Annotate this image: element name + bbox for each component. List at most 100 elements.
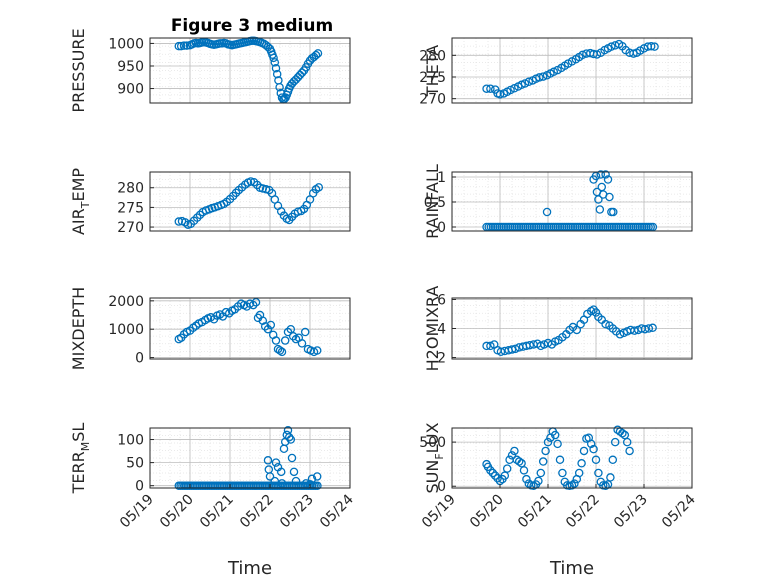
y-tick-label: 280	[117, 181, 144, 197]
y-tick-label: 270	[419, 92, 446, 108]
data-point	[486, 84, 495, 93]
data-point	[289, 467, 299, 477]
axes-box	[149, 297, 351, 360]
y-axis-label: AIRTEMP	[69, 168, 92, 235]
data-point	[260, 322, 270, 331]
data-point	[486, 466, 495, 475]
data-point	[307, 474, 317, 484]
data-point	[550, 430, 560, 440]
y-tick-label: 500	[419, 435, 446, 451]
data-point	[490, 471, 500, 480]
data-point	[179, 41, 189, 50]
data-point	[297, 339, 307, 348]
y-axis-label: THETA	[423, 45, 442, 97]
x-tick-label: 05/24	[317, 491, 357, 531]
y-axis-label: H2OMIXRA	[423, 286, 442, 372]
data-point	[558, 468, 567, 478]
axes-box	[149, 427, 351, 489]
data-point	[502, 464, 512, 473]
data-point	[609, 207, 618, 217]
data-point	[605, 192, 614, 202]
data-point	[640, 324, 650, 334]
data-point	[486, 341, 495, 351]
data-point	[534, 476, 543, 486]
panel-terr_msl: 0 50 100 05/19 05/20 05/21 05/22 05/23 05/24 Time…	[69, 423, 357, 579]
axes-box	[451, 37, 693, 104]
data-point	[251, 298, 261, 307]
y-tick-label: 2	[437, 351, 446, 367]
data-point	[601, 170, 610, 179]
y-tick-label: 1000	[108, 36, 144, 52]
data-point	[313, 49, 323, 58]
data-point	[606, 473, 615, 482]
data-point	[594, 195, 603, 204]
y-tick-label: 4	[437, 322, 446, 338]
data-point	[291, 476, 301, 486]
data-point	[271, 336, 281, 345]
data-point	[283, 327, 293, 337]
data-point	[275, 346, 285, 355]
data-point	[276, 467, 286, 477]
x-tick-label: 05/24	[659, 491, 699, 531]
y-tick-label: 1	[437, 170, 446, 186]
y-tick-label: 100	[117, 433, 144, 449]
data-point	[549, 67, 559, 77]
data-point	[538, 457, 548, 466]
data-point	[507, 451, 517, 460]
data-point	[270, 476, 280, 486]
data-point	[644, 324, 654, 333]
data-point	[263, 324, 273, 334]
data-point	[271, 458, 281, 467]
panel-pressure: 900 950 1000 PRESSURE	[69, 28, 351, 113]
data-point	[622, 437, 632, 447]
data-point	[596, 170, 606, 179]
y-tick-label: 900	[117, 82, 144, 98]
data-point	[543, 437, 553, 447]
data-point	[248, 300, 258, 310]
data-point	[595, 205, 605, 214]
data-point	[270, 58, 280, 67]
x-tick-label: 05/20	[157, 492, 197, 532]
y-tick-label: 275	[117, 200, 144, 216]
data-point	[577, 459, 586, 468]
data-point	[493, 474, 502, 483]
y-tick-label: 275	[419, 70, 446, 86]
data-point	[496, 347, 506, 356]
axes-box	[451, 427, 693, 489]
y-tick-label: 0	[135, 351, 144, 367]
data-point	[510, 84, 519, 93]
panel-mixdepth: 0 1000 2000 MIXDEPTH	[69, 287, 351, 370]
data-point	[301, 479, 311, 488]
data-point	[520, 79, 530, 88]
data-point	[535, 73, 544, 82]
data-point	[246, 177, 256, 186]
data-point	[567, 481, 577, 490]
data-point	[610, 437, 620, 447]
data-point	[553, 439, 562, 449]
data-point	[314, 183, 324, 192]
data-point	[287, 453, 297, 463]
data-point	[625, 446, 634, 456]
y-tick-label: 1000	[108, 322, 144, 338]
data-point	[265, 472, 275, 481]
y-axis-label: TERRMSL	[69, 423, 92, 495]
data-point	[276, 207, 286, 216]
y-tick-label: 0	[437, 220, 446, 236]
data-point	[506, 85, 515, 95]
x-tick-label: 05/20	[467, 492, 507, 532]
x-tick-label: 05/21	[197, 492, 237, 532]
figure-title: Figure 3 medium	[171, 16, 333, 36]
data-point	[538, 72, 548, 81]
data-point	[174, 41, 184, 51]
x-tick-label: 05/19	[419, 492, 459, 532]
data-point	[519, 466, 529, 475]
panel-sunflux: 0 500 05/19 05/20 05/21 05/22 05/23 05/24 Time SU…	[419, 422, 699, 579]
y-tick-label: 2000	[108, 294, 144, 310]
data-point	[277, 479, 287, 488]
data-point	[579, 446, 589, 456]
data-point	[629, 49, 638, 58]
data-point	[192, 213, 202, 222]
